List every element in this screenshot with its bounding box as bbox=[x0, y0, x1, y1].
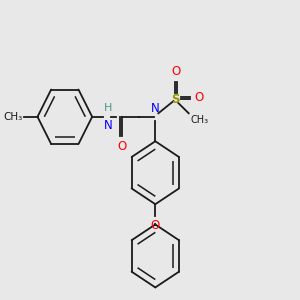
Text: N: N bbox=[151, 102, 160, 115]
Text: H: H bbox=[103, 103, 112, 113]
Text: CH₃: CH₃ bbox=[3, 112, 22, 122]
Text: O: O bbox=[117, 140, 127, 152]
Text: N: N bbox=[103, 118, 112, 131]
Text: CH₃: CH₃ bbox=[190, 115, 208, 125]
Text: O: O bbox=[194, 92, 203, 104]
Text: S: S bbox=[171, 93, 179, 106]
Text: O: O bbox=[172, 65, 181, 78]
Text: O: O bbox=[151, 219, 160, 232]
